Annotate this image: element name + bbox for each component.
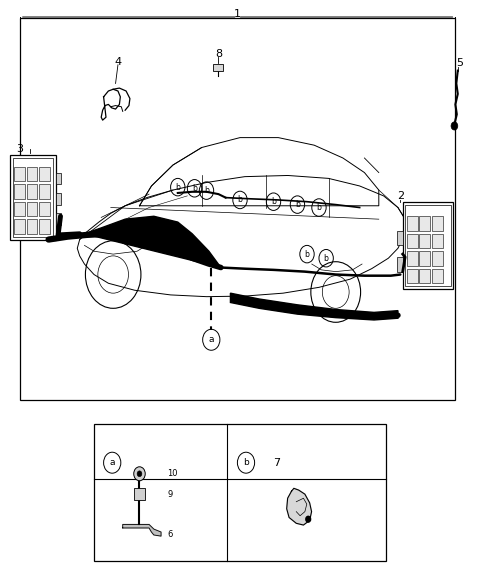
Bar [432,234,444,248]
Bar [26,184,37,199]
Text: b: b [238,196,242,204]
Bar [397,257,403,272]
Bar [403,201,453,289]
Bar [407,269,418,283]
Bar [20,18,456,400]
Text: b: b [204,186,209,195]
Text: b: b [192,184,197,193]
Bar [39,201,49,216]
Text: b: b [295,200,300,209]
Text: b: b [305,249,310,259]
Bar [14,184,24,199]
Text: b: b [316,203,322,212]
Text: b: b [175,183,180,192]
Text: 1: 1 [234,9,241,19]
Text: 7: 7 [274,458,281,468]
Text: a: a [208,335,214,345]
Text: 4: 4 [114,57,121,67]
Text: 8: 8 [215,49,222,60]
Bar [432,251,444,266]
Bar [14,219,24,234]
Circle shape [134,467,145,481]
Bar [213,64,223,71]
Bar [407,216,418,231]
Polygon shape [230,293,398,320]
Bar [56,213,60,225]
Circle shape [451,122,458,130]
Bar [397,231,403,245]
Text: 10: 10 [167,470,178,478]
Bar [39,167,49,181]
Bar [432,216,444,231]
Bar [39,184,49,199]
Text: b: b [324,253,329,263]
Text: a: a [109,458,115,467]
Bar [407,251,418,266]
Bar [420,269,431,283]
Text: b: b [243,458,249,467]
Polygon shape [287,488,312,525]
Text: 5: 5 [456,58,464,68]
Bar [94,424,386,561]
Bar [12,158,53,237]
Bar [405,204,451,286]
Bar [420,234,431,248]
Text: b: b [271,197,276,206]
Bar [39,219,49,234]
Bar [407,234,418,248]
Text: 3: 3 [16,144,24,154]
Bar [26,201,37,216]
Bar [26,167,37,181]
Bar [14,201,24,216]
Text: 9: 9 [167,489,172,499]
Text: 6: 6 [167,530,173,540]
Bar [420,216,431,231]
Text: 2: 2 [397,191,404,201]
Bar [10,155,56,239]
Bar [56,193,60,204]
Bar [420,251,431,266]
Bar [134,488,145,500]
Circle shape [306,516,311,522]
Polygon shape [123,524,161,536]
Bar [14,167,24,181]
Bar [432,269,444,283]
Polygon shape [84,216,221,267]
Circle shape [137,471,142,477]
Bar [26,219,37,234]
Bar [56,172,60,184]
